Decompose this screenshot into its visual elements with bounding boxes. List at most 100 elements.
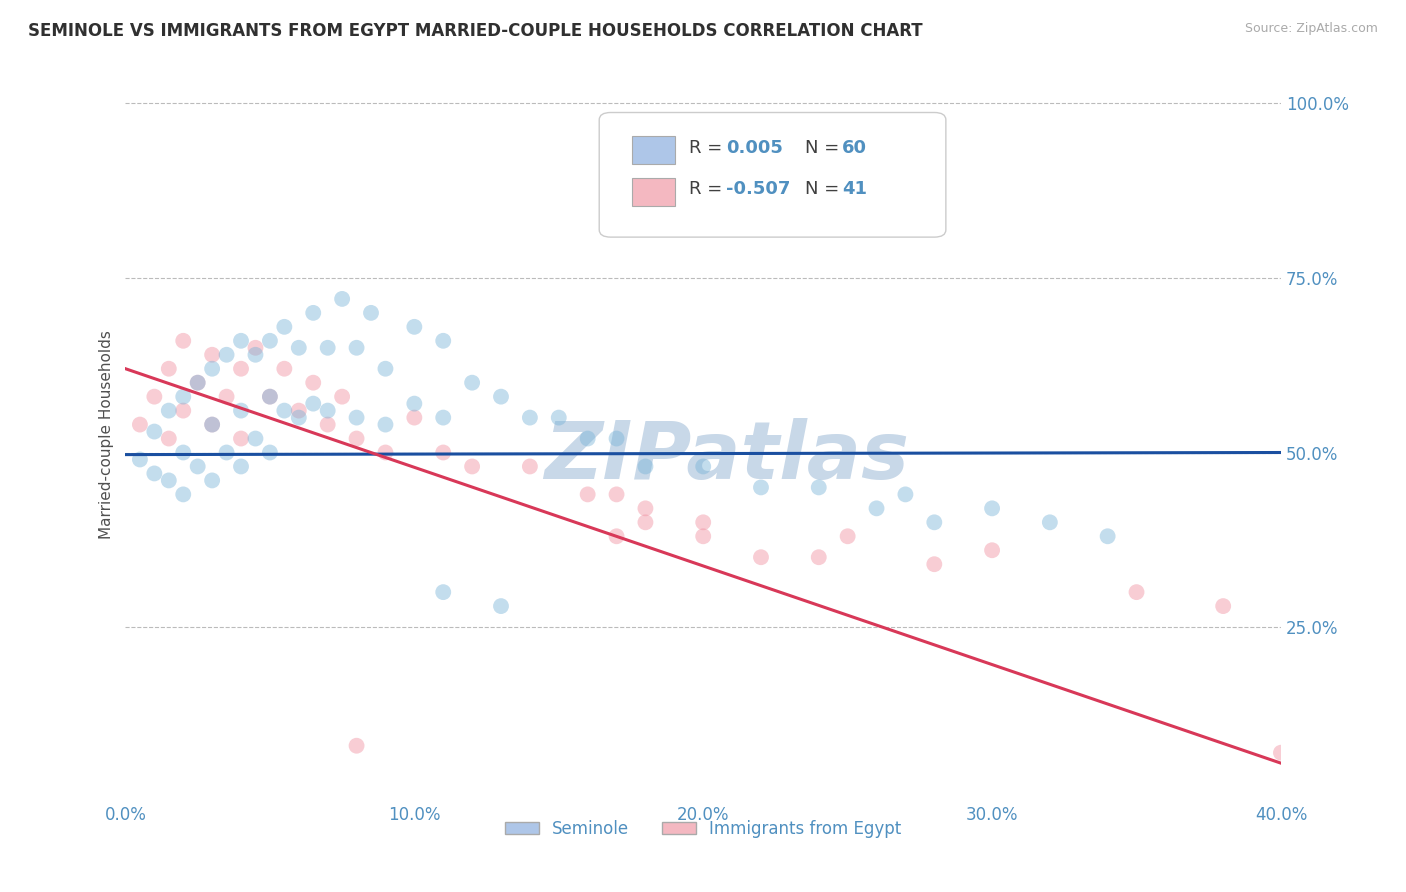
Point <box>172 390 194 404</box>
Point <box>374 417 396 432</box>
Point <box>245 348 267 362</box>
Point <box>229 361 252 376</box>
Point <box>606 432 628 446</box>
Point <box>461 376 484 390</box>
Legend: Seminole, Immigrants from Egypt: Seminole, Immigrants from Egypt <box>499 814 908 845</box>
Point <box>187 376 209 390</box>
Point <box>692 459 714 474</box>
Point <box>749 550 772 565</box>
Text: R =: R = <box>689 180 728 199</box>
Text: Source: ZipAtlas.com: Source: ZipAtlas.com <box>1244 22 1378 36</box>
Point <box>1125 585 1147 599</box>
Point <box>432 410 454 425</box>
Point <box>143 467 166 481</box>
Point <box>865 501 887 516</box>
Point <box>201 417 224 432</box>
Point <box>143 390 166 404</box>
Point <box>346 410 368 425</box>
Point <box>576 432 599 446</box>
Point <box>330 292 353 306</box>
Point <box>634 459 657 474</box>
Point <box>606 487 628 501</box>
Point <box>157 432 180 446</box>
Point <box>519 410 541 425</box>
Point <box>489 390 512 404</box>
Point <box>807 480 830 494</box>
Point <box>924 516 946 530</box>
Point <box>374 361 396 376</box>
Point <box>273 361 295 376</box>
Point <box>229 432 252 446</box>
Point <box>172 445 194 459</box>
Point <box>404 319 426 334</box>
Point <box>634 516 657 530</box>
Point <box>519 459 541 474</box>
Text: 41: 41 <box>842 180 868 199</box>
Point <box>346 341 368 355</box>
Point <box>432 445 454 459</box>
Point <box>229 459 252 474</box>
Point <box>172 487 194 501</box>
Point <box>201 474 224 488</box>
Point <box>692 529 714 543</box>
Text: 0.005: 0.005 <box>727 138 783 157</box>
Point <box>404 410 426 425</box>
Point <box>157 403 180 417</box>
Point <box>172 403 194 417</box>
Point <box>924 558 946 572</box>
Point <box>576 487 599 501</box>
Point <box>288 410 311 425</box>
FancyBboxPatch shape <box>599 112 946 237</box>
Text: 60: 60 <box>842 138 868 157</box>
Point <box>894 208 917 222</box>
Point <box>346 432 368 446</box>
Point <box>807 550 830 565</box>
Point <box>346 739 368 753</box>
Text: SEMINOLE VS IMMIGRANTS FROM EGYPT MARRIED-COUPLE HOUSEHOLDS CORRELATION CHART: SEMINOLE VS IMMIGRANTS FROM EGYPT MARRIE… <box>28 22 922 40</box>
Point <box>143 425 166 439</box>
FancyBboxPatch shape <box>631 136 675 164</box>
Point <box>215 445 238 459</box>
Point <box>461 459 484 474</box>
Point <box>215 348 238 362</box>
Text: -0.507: -0.507 <box>727 180 790 199</box>
Text: R =: R = <box>689 138 728 157</box>
Point <box>273 319 295 334</box>
Point <box>288 341 311 355</box>
Point <box>1212 599 1234 613</box>
Point <box>981 543 1004 558</box>
Point <box>215 390 238 404</box>
Point <box>316 417 339 432</box>
Point <box>1270 746 1292 760</box>
Point <box>229 403 252 417</box>
Point <box>894 487 917 501</box>
Point <box>692 516 714 530</box>
Point <box>634 501 657 516</box>
Point <box>129 452 152 467</box>
Point <box>157 361 180 376</box>
Point <box>316 341 339 355</box>
Point <box>201 361 224 376</box>
Point <box>201 348 224 362</box>
Point <box>302 306 325 320</box>
Point <box>157 474 180 488</box>
Point <box>432 334 454 348</box>
Text: N =: N = <box>804 138 845 157</box>
Point <box>129 417 152 432</box>
Text: N =: N = <box>804 180 845 199</box>
Point <box>259 390 281 404</box>
Point <box>273 403 295 417</box>
Point <box>837 529 859 543</box>
Point <box>229 334 252 348</box>
FancyBboxPatch shape <box>631 178 675 205</box>
Point <box>245 432 267 446</box>
Point <box>547 410 569 425</box>
Point <box>302 397 325 411</box>
Point <box>187 459 209 474</box>
Text: ZIPatlas: ZIPatlas <box>544 418 908 496</box>
Point <box>330 390 353 404</box>
Point <box>981 501 1004 516</box>
Y-axis label: Married-couple Households: Married-couple Households <box>100 331 114 540</box>
Point <box>201 417 224 432</box>
Point <box>259 334 281 348</box>
